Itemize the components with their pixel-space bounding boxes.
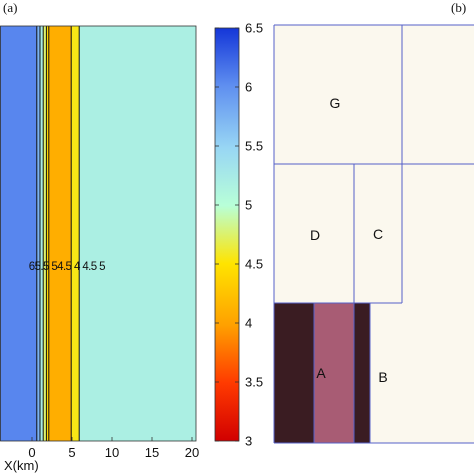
x-tick-label: 15 (145, 445, 159, 460)
contour-label: 65.5 54.5 4 4.5 5 (29, 261, 105, 273)
colorbar-tick-label: 4.5 (245, 257, 263, 272)
field-band (46, 26, 49, 441)
colorbar-tick-label: 3.5 (245, 375, 263, 390)
region-a-fill (314, 303, 354, 443)
region-label-a: A (316, 365, 326, 381)
plot-frame (0, 25, 197, 442)
panel-a-contour-plot: 65.5 54.5 4 4.5 5 0 5 10 15 20 X(km) (0, 25, 199, 473)
panel-b-region-diagram: G D C A B (273, 24, 474, 444)
field-band (40, 26, 44, 441)
x-axis-label: X(km) (4, 458, 39, 473)
colorbar: 3 3.5 4 4.5 5 5.5 6 6.5 (214, 21, 263, 449)
panel-b-label: (b) (451, 0, 467, 15)
colorbar-tick-label: 6 (245, 80, 252, 95)
region-label-b: B (378, 369, 387, 385)
region-label-c: C (373, 226, 383, 242)
field-band (71, 26, 80, 441)
field-band (36, 26, 40, 441)
region-label-d: D (310, 227, 320, 243)
x-tick-label: 5 (68, 445, 75, 460)
panel-a-label: (a) (3, 0, 18, 15)
colorbar-tick-label: 3 (245, 434, 252, 449)
field-band (0, 26, 37, 441)
region-label-g: G (330, 95, 341, 111)
dark-strip (274, 303, 314, 443)
colorbar-tick-label: 5.5 (245, 139, 263, 154)
field-band (43, 26, 47, 441)
field-band (48, 26, 72, 441)
x-tick-label: 20 (185, 445, 199, 460)
field-band (79, 26, 196, 441)
colorbar-gradient (214, 27, 240, 442)
colorbar-tick-label: 5 (245, 198, 252, 213)
x-tick-label: 0 (28, 445, 35, 460)
colorbar-tick-label: 6.5 (245, 21, 263, 36)
dark-strip (354, 303, 370, 443)
x-tick-label: 10 (105, 445, 119, 460)
colorbar-tick-label: 4 (245, 316, 252, 331)
